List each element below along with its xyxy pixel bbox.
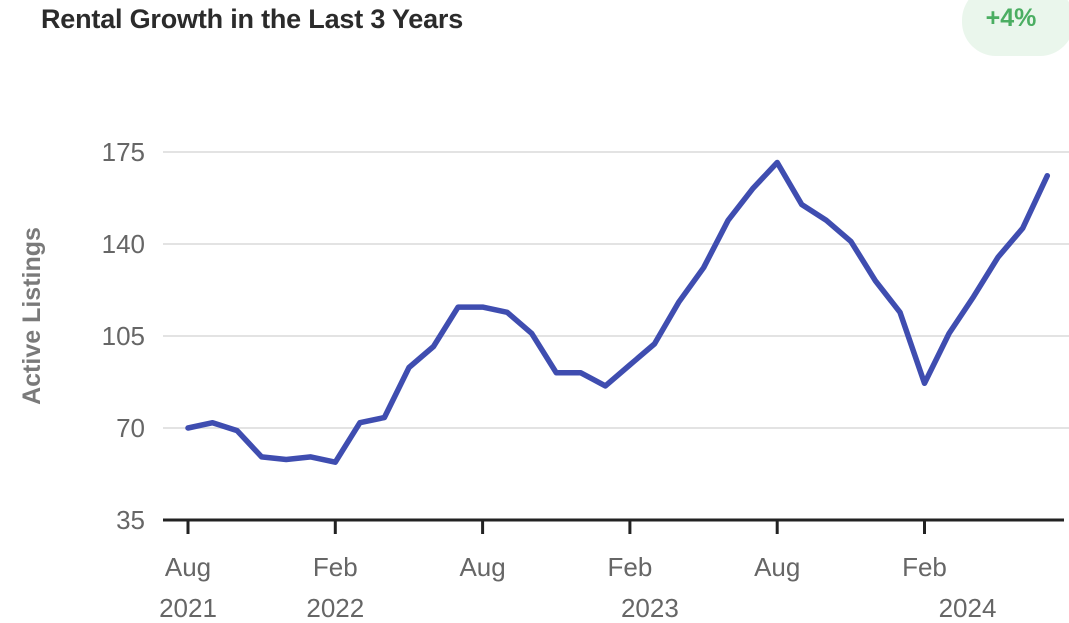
x-tick-label-year-1: 2022: [306, 593, 364, 623]
x-tick-label-month-1: Feb: [313, 552, 358, 582]
gridlines: [163, 151, 1069, 429]
x-tick-label-year-5: 2024: [939, 593, 997, 623]
y-tick-label-70: 70: [116, 413, 145, 443]
x-tick-label-month-5: Feb: [902, 552, 947, 582]
y-tick-label-140: 140: [102, 229, 145, 259]
y-tick-label-35: 35: [116, 505, 145, 535]
series-line-group: [185, 159, 1051, 465]
y-tick-label-105: 105: [102, 321, 145, 351]
y-axis-ticks: 35 70 105 140 175: [102, 137, 145, 535]
x-tick-label-year-3: 2023: [621, 593, 679, 623]
y-tick-label-175: 175: [102, 137, 145, 167]
chart-title: Rental Growth in the Last 3 Years: [41, 4, 464, 34]
growth-badge: +4%: [962, 0, 1069, 56]
x-tick-label-month-2: Aug: [459, 552, 505, 582]
series-line-0: [185, 159, 1051, 465]
chart-header: Rental Growth in the Last 3 Years +4%: [0, 0, 1069, 60]
x-tick-label-month-3: Feb: [607, 552, 652, 582]
y-axis-label: Active Listings: [18, 227, 46, 405]
x-axis: Aug 2021 Feb 2022 Aug Feb 2023 Aug Feb 2024: [159, 518, 1064, 623]
x-tick-label-year-0: 2021: [159, 593, 217, 623]
x-tick-label-month-0: Aug: [165, 552, 211, 582]
x-tick-label-month-4: Aug: [754, 552, 800, 582]
growth-badge-value: +4%: [985, 4, 1037, 32]
